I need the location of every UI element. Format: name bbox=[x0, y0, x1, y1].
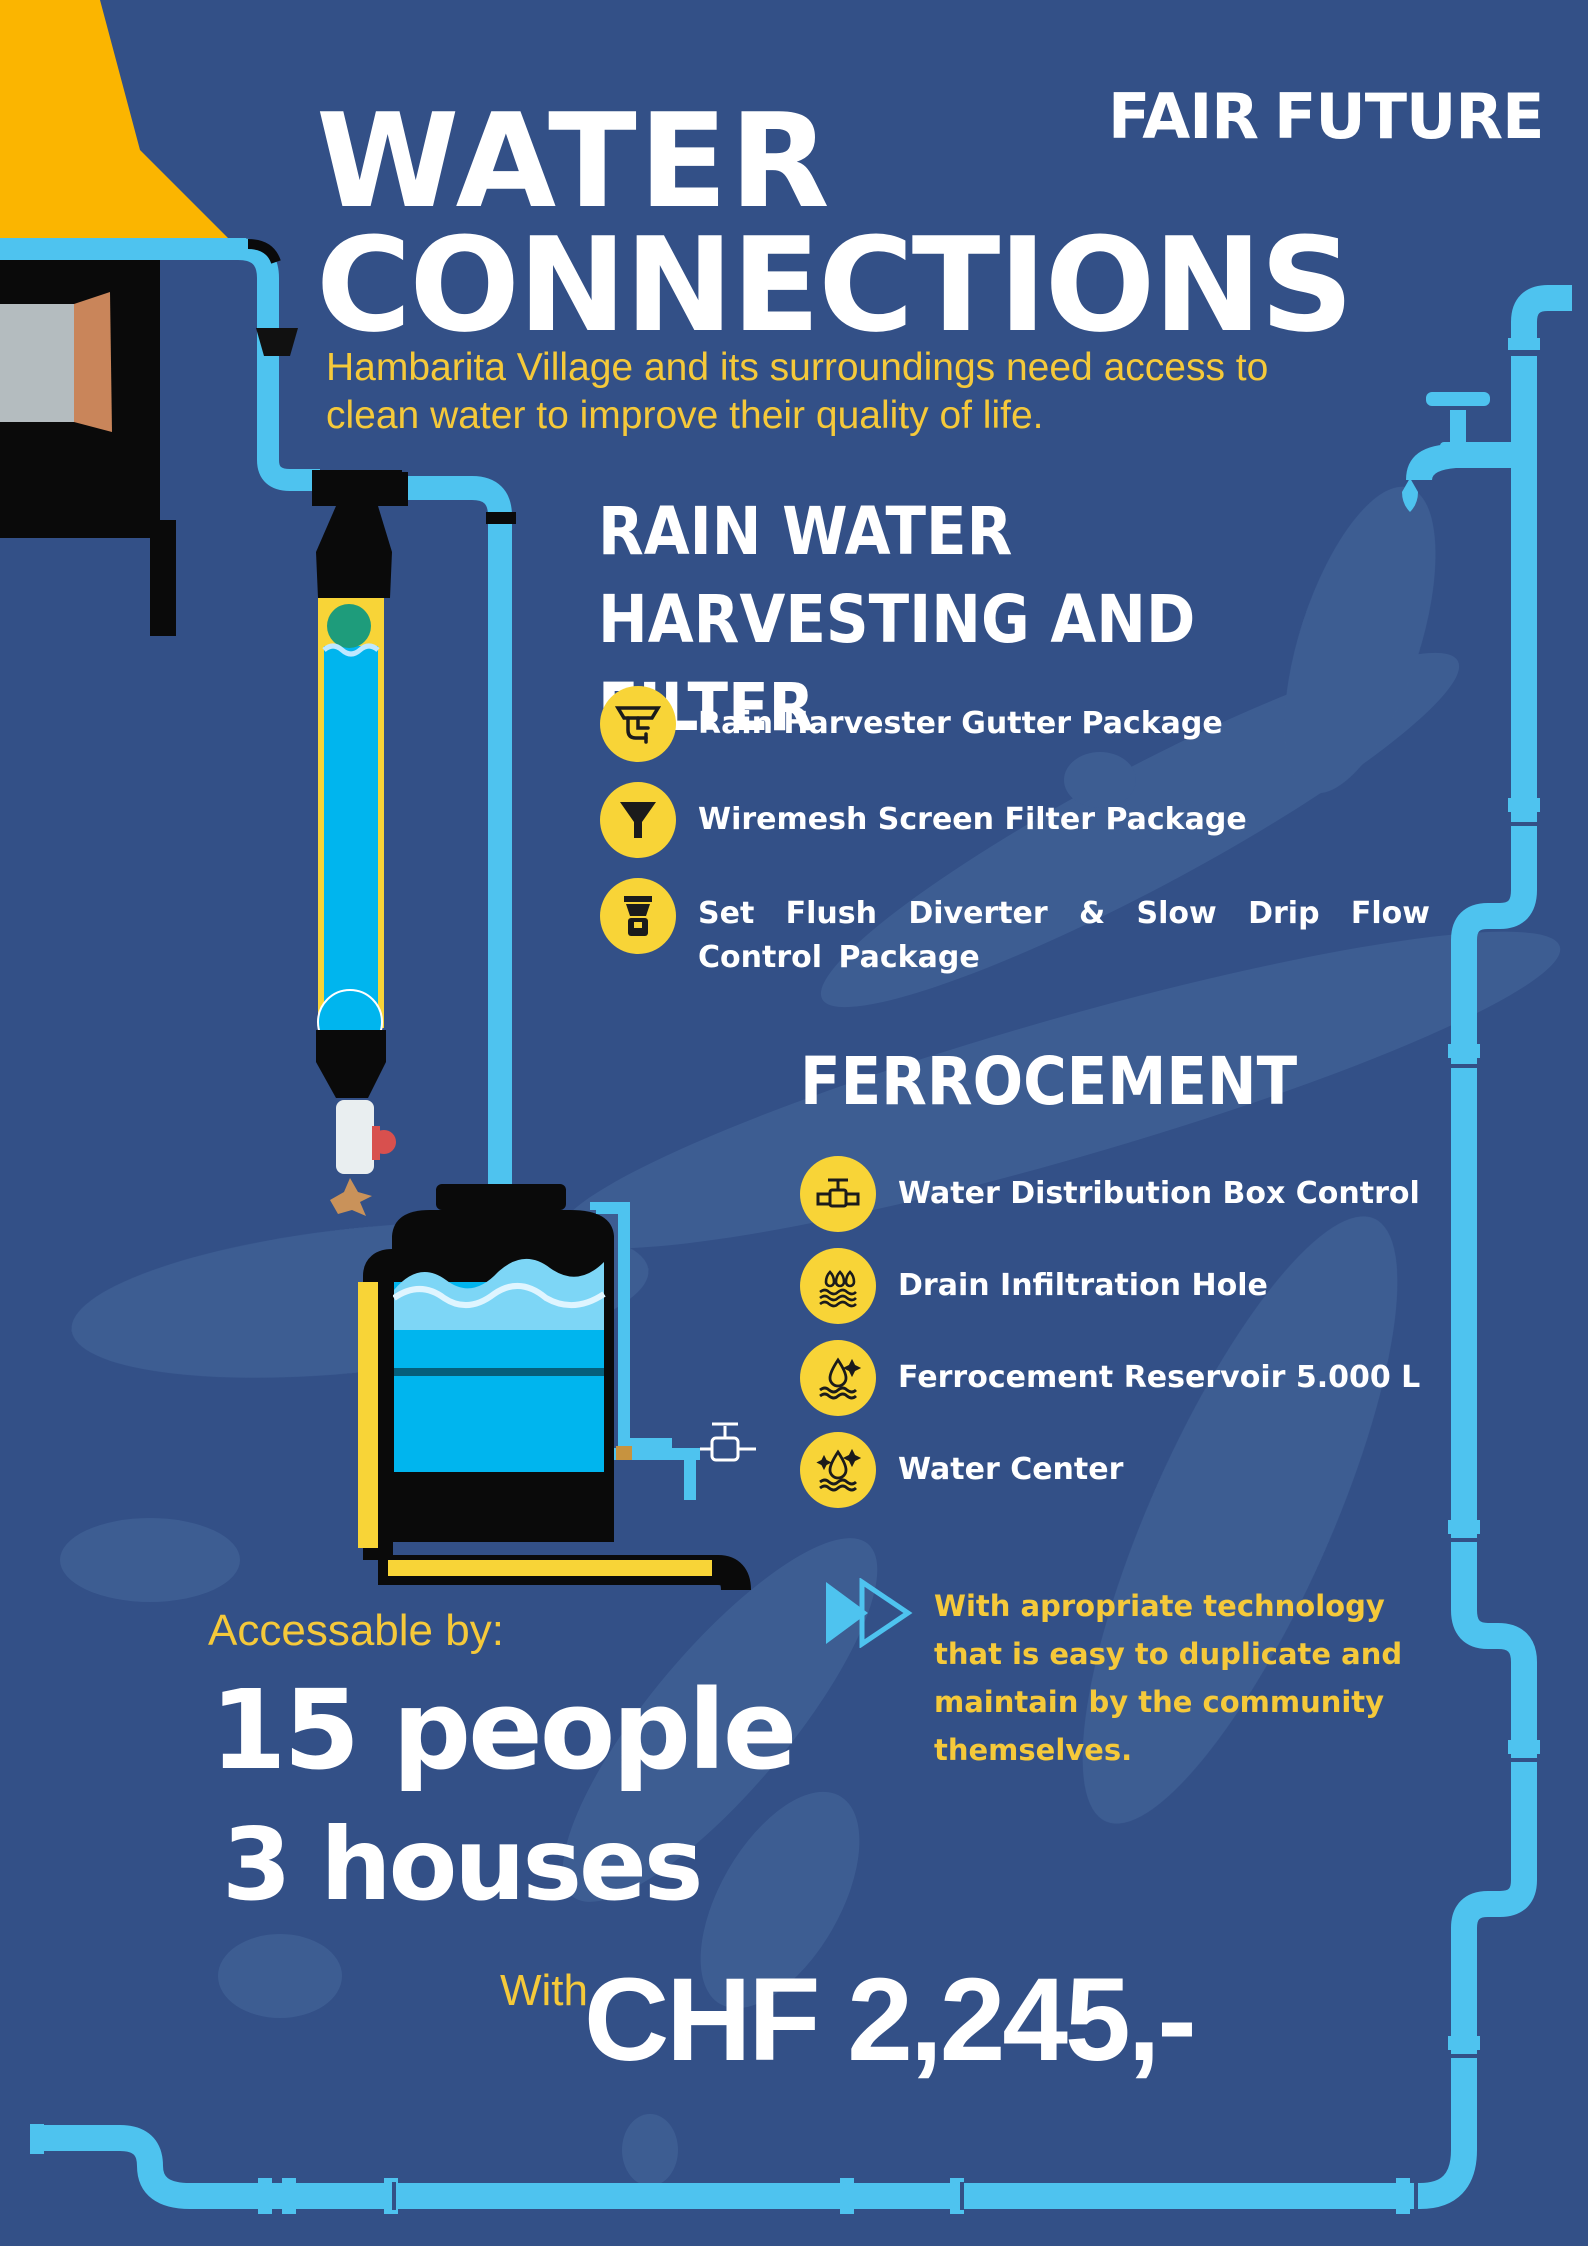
drain-valve-stem bbox=[372, 1126, 380, 1160]
pipe-joint bbox=[1508, 1740, 1540, 1754]
gutter-icon bbox=[600, 686, 676, 762]
filter-top-cap bbox=[316, 506, 392, 598]
tank-water-wave-light bbox=[392, 1283, 606, 1309]
background-swirl bbox=[622, 2114, 678, 2186]
rain-item-label: Rain Harvester Gutter Package bbox=[698, 706, 1223, 741]
ferro-item-label: Water Center bbox=[898, 1452, 1124, 1487]
pipe-joint bbox=[1448, 1520, 1480, 1534]
sparkle-drop-icon bbox=[800, 1432, 876, 1508]
drain-drops-icon bbox=[800, 1248, 876, 1324]
ferro-item-label: Drain Infiltration Hole bbox=[898, 1268, 1268, 1303]
houses-count: 3 houses bbox=[222, 1806, 703, 1923]
water-surface bbox=[322, 643, 380, 657]
subtitle: Hambarita Village and its surroundings n… bbox=[326, 346, 1269, 437]
brand-right: FUTURE bbox=[1274, 79, 1544, 153]
technology-note: With apropriate technology that is easy … bbox=[934, 1589, 1403, 1767]
valve-icon bbox=[800, 1156, 876, 1232]
tank-band bbox=[392, 1368, 614, 1376]
title-line-1: WATER bbox=[316, 85, 832, 237]
pipe-joint bbox=[1508, 350, 1540, 356]
list-item: Water Center bbox=[800, 1432, 1440, 1508]
tank-bottom-pipe bbox=[378, 1555, 751, 1591]
list-item: Set Flush Diverter & Slow Drip Flow Cont… bbox=[600, 878, 1430, 980]
rain-item-label: Wiremesh Screen Filter Package bbox=[698, 802, 1247, 837]
filter-bottom-cap bbox=[316, 1030, 386, 1098]
outlet-fitting bbox=[616, 1446, 632, 1460]
tap-pipe bbox=[34, 285, 1572, 2209]
pipe-joint bbox=[486, 512, 516, 524]
price-amount: CHF 2,245,- bbox=[584, 1954, 1197, 2086]
page-title: WATER CONNECTIONS bbox=[316, 85, 1354, 361]
pipe-joint bbox=[396, 472, 408, 506]
pipe-joint bbox=[258, 2178, 272, 2214]
ferro-item-label: Ferrocement Reservoir 5.000 L bbox=[898, 1360, 1421, 1395]
background-swirl bbox=[60, 1518, 240, 1602]
tank-water-wave bbox=[394, 1258, 604, 1330]
house-gutter bbox=[0, 238, 246, 260]
house-post bbox=[150, 520, 176, 636]
price-prefix: With bbox=[500, 1966, 588, 2015]
access-label: Accessable by: bbox=[208, 1606, 504, 1655]
window-shutter bbox=[74, 292, 112, 432]
list-item: Wiremesh Screen Filter Package bbox=[600, 782, 1430, 858]
list-item: Ferrocement Reservoir 5.000 L bbox=[800, 1340, 1440, 1416]
pipe-elbow bbox=[247, 239, 281, 264]
drain-valve-body bbox=[336, 1100, 374, 1174]
flush-diverter-icon bbox=[600, 878, 676, 954]
filter-column-water bbox=[324, 646, 378, 1028]
tee-joint bbox=[312, 470, 402, 506]
rain-item-list: Rain Harvester Gutter Package Wiremesh S… bbox=[600, 686, 1430, 1000]
list-item: Rain Harvester Gutter Package bbox=[600, 686, 1430, 762]
pipe-joint bbox=[840, 2178, 854, 2214]
pipe-joint bbox=[30, 2124, 44, 2154]
list-item: Water Distribution Box Control bbox=[800, 1156, 1440, 1232]
brand-left: FAIR bbox=[1108, 79, 1259, 153]
house-window bbox=[0, 304, 78, 422]
list-item: Drain Infiltration Hole bbox=[800, 1248, 1440, 1324]
tank-lid bbox=[436, 1184, 566, 1210]
pipe-joint bbox=[1396, 2178, 1410, 2214]
rain-title-line-2: HARVESTING AND FILTER bbox=[598, 581, 1196, 746]
pipe-joint bbox=[1448, 1044, 1480, 1058]
house-roof bbox=[0, 0, 228, 238]
outlet-valve-icon bbox=[700, 1422, 756, 1462]
pipe-joint bbox=[1508, 798, 1540, 812]
background-swirl bbox=[218, 1934, 342, 2018]
downpipe bbox=[237, 238, 320, 491]
pipe-joint bbox=[282, 2178, 296, 2214]
brand-logo: FAIR FUTURE bbox=[1108, 66, 1544, 166]
ferro-item-label: Water Distribution Box Control bbox=[898, 1176, 1420, 1211]
tank-left-pipe bbox=[363, 1249, 394, 1560]
water-tap-icon bbox=[1402, 392, 1530, 512]
background-swirl bbox=[1284, 486, 1436, 794]
rain-title-line-1: RAIN WATER bbox=[598, 493, 1013, 570]
background-swirl bbox=[562, 1538, 878, 1902]
pipe-joint bbox=[1508, 338, 1540, 352]
gutter-funnel bbox=[256, 328, 298, 356]
float-ball bbox=[327, 604, 371, 648]
rain-section-title: RAIN WATER HARVESTING AND FILTER bbox=[598, 488, 1358, 752]
ferro-item-list: Water Distribution Box Control Drain Inf… bbox=[800, 1156, 1440, 1524]
overflow-pipe bbox=[400, 476, 512, 1190]
rain-item-label: Set Flush Diverter & Slow Drip Flow Cont… bbox=[698, 896, 1430, 975]
people-count: 15 people bbox=[210, 1666, 797, 1794]
fast-forward-arrow-icon bbox=[826, 1578, 913, 1648]
pipe-joint bbox=[1448, 2036, 1480, 2050]
title-line-2: CONNECTIONS bbox=[316, 209, 1354, 361]
background-swirl bbox=[1064, 752, 1136, 808]
dripping-water bbox=[330, 1178, 372, 1216]
funnel-icon bbox=[600, 782, 676, 858]
ferro-section-title: FERROCEMENT bbox=[800, 1043, 1298, 1120]
background-swirl bbox=[700, 1791, 860, 2009]
background-swirl bbox=[1082, 1216, 1398, 1824]
water-drop-waves-icon bbox=[800, 1340, 876, 1416]
